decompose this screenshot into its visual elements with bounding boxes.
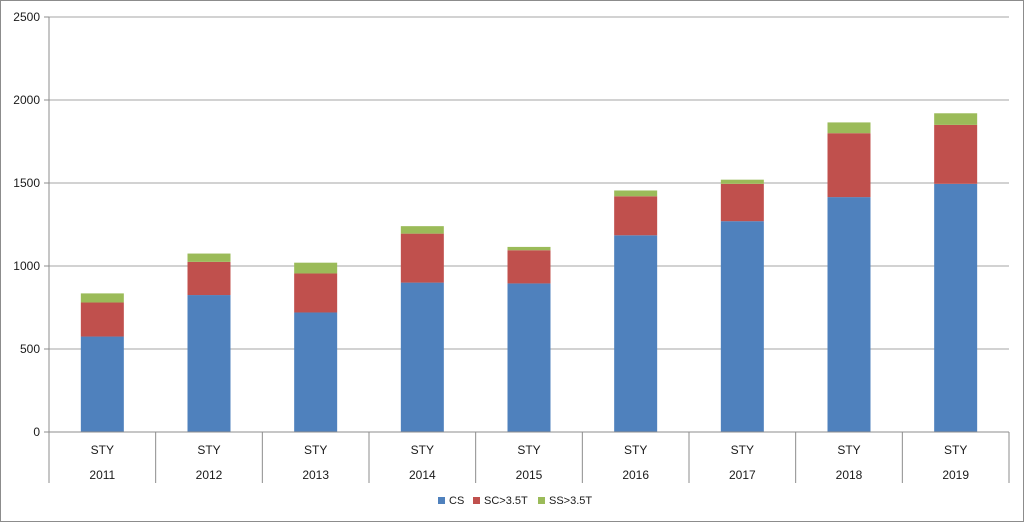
bar-segment-cs [827, 197, 871, 432]
bar-segment-cs [294, 312, 338, 432]
x-group-label: 2011 [89, 468, 115, 482]
x-group-label: 2013 [302, 468, 329, 482]
y-tick-label: 1000 [13, 259, 40, 273]
bar-segment-sc-3-5t [294, 273, 338, 313]
legend: CS SC>3.5T SS>3.5T [438, 495, 592, 507]
x-group-label: 2016 [622, 468, 649, 482]
bar-segment-cs [187, 295, 231, 432]
y-tick-label: 0 [33, 425, 40, 439]
bar-segment-cs [507, 283, 551, 432]
bar-segment-sc-3-5t [614, 196, 658, 236]
bar-segment-cs [614, 235, 658, 432]
axes: 0 500 1000 1500 2000 2500 STY 2011 STY 2012 STY 201… [13, 10, 1010, 483]
x-group-label: 2014 [409, 468, 436, 482]
bars [80, 113, 978, 432]
y-tick-label: 500 [20, 342, 40, 356]
x-group-label: 2017 [729, 468, 756, 482]
bar-segment-ss-3-5t [614, 190, 658, 197]
y-tick-label: 1500 [13, 176, 40, 190]
x-tick-label: STY [517, 443, 540, 457]
bar-segment-sc-3-5t [80, 302, 124, 337]
bar-segment-ss-3-5t [934, 113, 978, 125]
x-tick-label: STY [624, 443, 647, 457]
x-group-label: 2015 [516, 468, 543, 482]
legend-swatch [538, 497, 545, 504]
bar-segment-sc-3-5t [827, 133, 871, 198]
bar-segment-sc-3-5t [400, 233, 444, 283]
y-tick-label: 2000 [13, 93, 40, 107]
legend-label: SC>3.5T [484, 495, 528, 507]
bar-segment-ss-3-5t [507, 246, 551, 251]
x-tick-label: STY [837, 443, 860, 457]
x-group-label: 2018 [836, 468, 863, 482]
x-tick-label: STY [91, 443, 114, 457]
bar-segment-sc-3-5t [720, 183, 764, 222]
bar-segment-ss-3-5t [80, 293, 124, 303]
bar-segment-cs [80, 336, 124, 432]
bar-segment-ss-3-5t [400, 226, 444, 234]
bar-segment-sc-3-5t [507, 250, 551, 284]
legend-label: CS [449, 495, 464, 507]
x-tick-label: STY [731, 443, 754, 457]
bar-segment-ss-3-5t [187, 253, 231, 262]
x-group-label: 2012 [196, 468, 223, 482]
bar-segment-ss-3-5t [720, 179, 764, 184]
legend-label: SS>3.5T [549, 495, 592, 507]
x-tick-label: STY [411, 443, 434, 457]
bar-segment-cs [934, 183, 978, 432]
bar-segment-cs [720, 221, 764, 432]
y-tick-label: 2500 [13, 10, 40, 24]
legend-swatch [473, 497, 480, 504]
x-group-label: 2019 [942, 468, 969, 482]
bar-segment-sc-3-5t [934, 124, 978, 184]
x-tick-label: STY [304, 443, 327, 457]
bar-segment-ss-3-5t [827, 122, 871, 134]
bar-segment-cs [400, 282, 444, 432]
legend-swatch [438, 497, 445, 504]
bar-segment-ss-3-5t [294, 262, 338, 274]
x-tick-label: STY [944, 443, 967, 457]
bar-segment-sc-3-5t [187, 261, 231, 296]
x-tick-label: STY [197, 443, 220, 457]
